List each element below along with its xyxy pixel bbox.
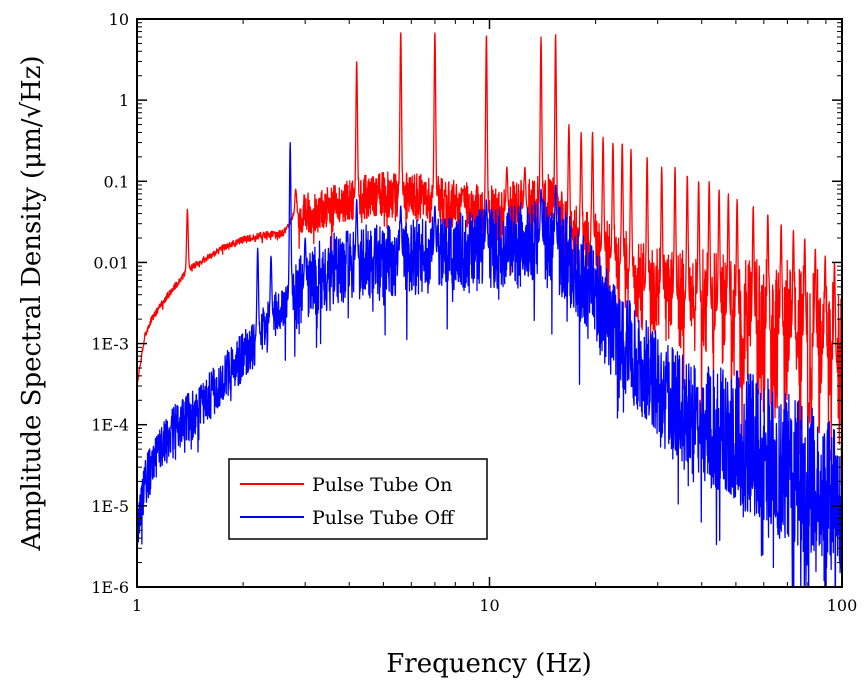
y-tick-label: 1E-4 [91,416,129,435]
series-layer [137,32,842,587]
x-axis-label: Frequency (Hz) [386,649,592,679]
y-tick-label: 0.1 [104,172,129,191]
legend-label-pulse-tube-off: Pulse Tube Off [312,507,455,529]
legend: Pulse Tube On Pulse Tube Off [228,458,488,540]
y-axis-label: Amplitude Spectral Density (μm/√Hz) [17,55,47,551]
y-tick-label: 10 [109,10,129,29]
x-tick-label: 1 [132,596,142,615]
x-tick-label: 10 [479,596,499,615]
legend-label-pulse-tube-on: Pulse Tube On [312,474,452,496]
ticks-layer: 1 10 100 1E-6 1E-5 1E-4 1E-3 0.01 0.1 1 10 [91,10,857,615]
y-tick-label: 1 [119,91,129,110]
legend-box [228,458,488,540]
series-line-pulse-tube-off [137,141,842,587]
series-line-pulse-tube-on [137,32,842,486]
y-tick-label: 1E-5 [91,497,129,516]
y-tick-label: 0.01 [93,253,129,272]
y-tick-label: 1E-3 [91,335,129,354]
x-tick-label: 100 [827,596,858,615]
y-tick-label: 1E-6 [91,578,129,597]
